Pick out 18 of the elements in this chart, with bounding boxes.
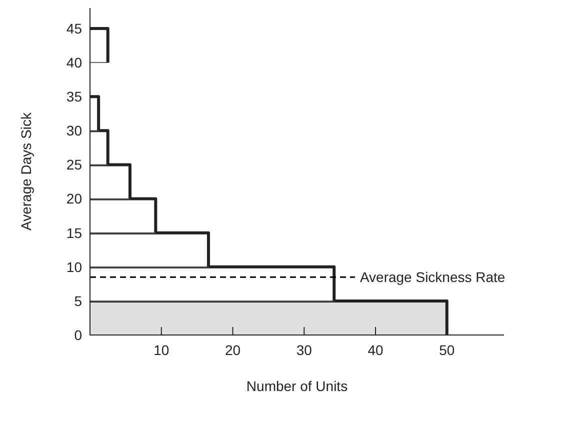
y-tick-label: 10 — [66, 258, 82, 275]
y-tick-label: 35 — [66, 88, 82, 105]
y-axis-title: Average Days Sick — [18, 111, 34, 231]
x-tick-label: 30 — [296, 342, 312, 358]
x-tick-label: 20 — [224, 342, 241, 358]
x-tick-label: 50 — [439, 342, 455, 358]
x-tick-label: 10 — [154, 342, 170, 358]
y-tick-label: 20 — [66, 190, 82, 207]
ref-line-label: Average Sickness Rate — [360, 269, 506, 286]
y-tick-label: 25 — [66, 156, 82, 173]
y-tick-label: 0 — [74, 326, 82, 343]
y-tick-label: 45 — [66, 20, 82, 36]
x-axis-title: Number of Units — [246, 378, 348, 394]
y-tick-label: 5 — [74, 292, 82, 309]
y-tick-label: 40 — [66, 54, 82, 70]
x-tick-label: 40 — [368, 342, 384, 358]
y-tick-label: 15 — [66, 224, 82, 241]
y-tick-label: 30 — [66, 122, 82, 139]
